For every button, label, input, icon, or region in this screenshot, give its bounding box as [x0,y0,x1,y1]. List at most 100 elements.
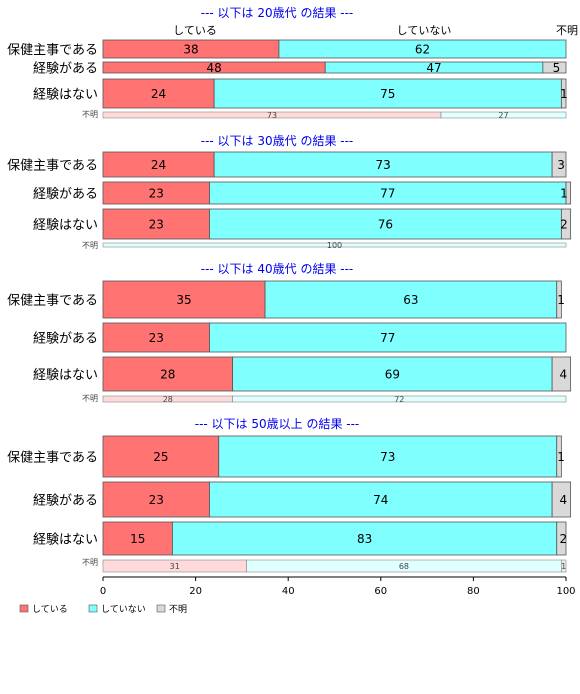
bar-segment [209,322,567,353]
bar-segment [542,61,567,74]
data-label: 2 [560,532,568,546]
bar-segment [102,280,266,319]
column-header-unknown: 不明 [556,24,578,37]
row-label: 経験がある [33,494,98,509]
bar-segment [209,481,553,518]
data-label: 24 [151,158,166,172]
bar-segment [209,208,562,240]
x-tick-label: 20 [189,586,202,597]
summary-label: 28 [163,395,173,404]
legend-swatch [19,604,29,613]
summary-row-label: 不明 [82,241,98,250]
summary-label: 27 [498,111,508,120]
bar-segment [102,521,173,556]
column-header-no: していない [397,24,452,37]
row-label: 経験がある [33,62,98,77]
column-header-yes: している [173,24,217,37]
bar-segment [102,356,234,392]
summary-label: 73 [267,111,277,120]
data-label: 73 [380,450,395,464]
bar-segment [232,356,553,392]
row-label: 経験がある [33,332,98,347]
group-title: --- 以下は 30歳代 の結果 --- [201,134,354,148]
data-label: 1 [560,187,568,201]
bar-segment [551,151,567,178]
bar-segment [213,78,562,109]
x-tick-label: 100 [556,586,575,597]
row-label: 経験はない [33,88,98,103]
bar-segment [102,151,215,178]
bar-segment [172,521,558,556]
summary-label: 68 [399,562,409,571]
data-label: 28 [160,368,175,382]
summary-label: 72 [394,395,404,404]
row-label: 保健主事である [7,451,98,466]
data-label: 73 [375,158,390,172]
legend-swatch [88,604,98,613]
summary-label: 100 [327,241,342,250]
data-label: 3 [557,158,565,172]
data-label: 74 [373,493,388,507]
summary-row-label: 不明 [82,110,98,119]
group-title: --- 以下は 50歳以上 の結果 --- [195,417,360,431]
data-label: 2 [560,218,568,232]
row-label: 保健主事である [7,43,98,58]
bar-segment [560,208,572,240]
summary-segment [232,395,567,403]
data-label: 1 [557,293,565,307]
row-label: 保健主事である [7,294,98,309]
data-label: 24 [151,87,166,101]
summary-segment [102,242,567,248]
legend-entry: していない [101,604,146,615]
data-label: 76 [378,218,393,232]
bar-segment [102,78,215,109]
group-title: --- 以下は 20歳代 の結果 --- [201,6,354,20]
bar-segment [556,521,567,556]
summary-segment [561,559,567,573]
bar-segment [218,435,558,478]
bar-segment [264,280,558,319]
bar-segment [551,356,572,392]
data-label: 62 [415,43,430,57]
group-title: --- 以下は 40歳代 の結果 --- [201,262,354,276]
data-label: 25 [153,450,168,464]
bar-segment [102,481,210,518]
data-label: 23 [149,187,164,201]
bar-segment [565,181,572,205]
data-label: 47 [426,61,441,75]
data-label: 35 [176,293,191,307]
bar-segment [102,322,210,353]
summary-segment [440,111,567,119]
x-tick-label: 60 [374,586,387,597]
bar-segment [278,39,567,59]
summary-label: 31 [170,562,180,571]
summary-row-label: 不明 [82,394,98,403]
legend-entry: 不明 [169,604,187,615]
data-label: 4 [560,368,568,382]
summary-label: 1 [561,562,566,571]
data-label: 63 [403,293,418,307]
data-label: 1 [557,450,565,464]
row-label: 経験はない [33,218,98,233]
x-tick-label: 0 [100,586,106,597]
bar-segment [556,280,562,319]
legend-swatch [156,604,166,613]
row-label: 保健主事である [7,159,98,174]
data-label: 69 [385,368,400,382]
data-label: 23 [149,218,164,232]
data-label: 23 [149,331,164,345]
data-label: 77 [380,187,395,201]
data-label: 48 [206,61,221,75]
row-label: 経験がある [33,187,98,202]
data-label: 75 [380,87,395,101]
x-tick-label: 80 [467,586,480,597]
x-tick-label: 40 [282,586,295,597]
bar-segment [560,78,567,109]
legend-entry: している [32,604,68,615]
data-label: 5 [553,61,561,75]
data-label: 15 [130,532,145,546]
bar-segment [556,435,562,478]
summary-row-label: 不明 [82,558,98,567]
